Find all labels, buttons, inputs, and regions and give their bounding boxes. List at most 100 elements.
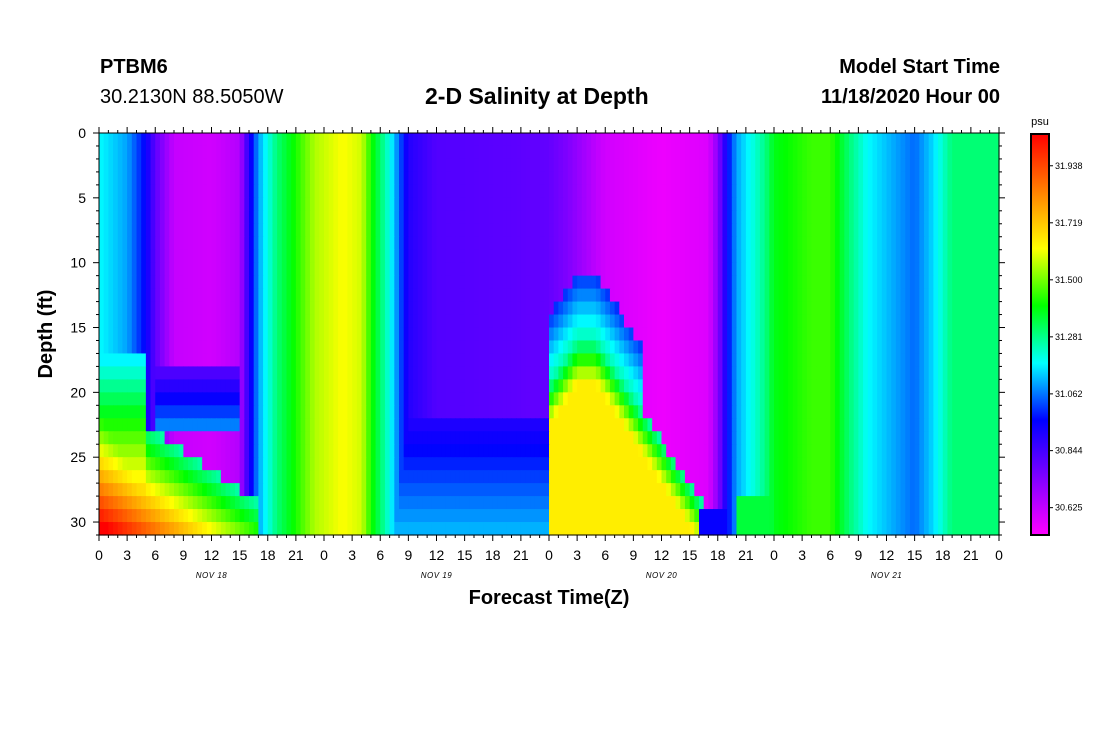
heatmap-cell — [933, 275, 939, 290]
heatmap-cell — [417, 158, 424, 173]
heatmap-cell — [586, 171, 592, 186]
heatmap-cell — [122, 145, 128, 160]
heatmap-cell — [624, 288, 630, 303]
heatmap-cell — [769, 262, 775, 277]
heatmap-cell — [408, 457, 414, 471]
heatmap-cell — [328, 392, 334, 406]
heatmap-cell — [497, 236, 503, 251]
heatmap-cell — [553, 418, 559, 432]
heatmap-cell — [136, 145, 142, 160]
heatmap-cell — [216, 184, 222, 199]
heatmap-cell — [492, 210, 499, 225]
heatmap-cell — [970, 223, 977, 238]
heatmap-cell — [942, 418, 949, 432]
heatmap-cell — [188, 262, 194, 277]
heatmap-cell — [891, 340, 897, 355]
heatmap-cell — [544, 288, 550, 303]
heatmap-cell — [497, 366, 503, 380]
heatmap-cell — [488, 249, 494, 264]
heatmap-cell — [399, 327, 405, 342]
heatmap-cell — [324, 249, 330, 264]
heatmap-cell — [825, 184, 831, 199]
heatmap-cell — [806, 145, 813, 160]
heatmap-cell — [211, 314, 217, 329]
heatmap-cell — [314, 223, 320, 238]
heatmap-cell — [338, 301, 344, 316]
heatmap-cell — [103, 184, 109, 199]
heatmap-cell — [553, 327, 559, 342]
heatmap-cell — [567, 392, 574, 406]
heatmap-cell — [694, 314, 700, 329]
heatmap-cell — [788, 262, 794, 277]
heatmap-cell — [277, 145, 283, 160]
heatmap-cell — [394, 236, 400, 251]
heatmap-cell — [99, 145, 105, 160]
heatmap-cell — [806, 327, 813, 342]
heatmap-cell — [197, 145, 203, 160]
heatmap-cell — [647, 314, 653, 329]
heatmap-cell — [202, 327, 208, 342]
heatmap-cell — [595, 444, 602, 458]
heatmap-cell — [511, 262, 517, 277]
heatmap-cell — [844, 444, 850, 458]
heatmap-cell — [942, 249, 949, 264]
heatmap-cell — [811, 171, 817, 186]
heatmap-cell — [624, 210, 630, 225]
heatmap-cell — [816, 418, 822, 432]
heatmap-cell — [281, 340, 288, 355]
heatmap-cell — [459, 314, 466, 329]
heatmap-cell — [600, 262, 606, 277]
heatmap-cell — [113, 223, 119, 238]
heatmap-cell — [291, 262, 297, 277]
heatmap-cell — [305, 171, 311, 186]
heatmap-cell — [839, 301, 845, 316]
heatmap-cell — [506, 327, 513, 342]
heatmap-cell — [403, 340, 409, 355]
heatmap-cell — [324, 405, 330, 419]
heatmap-cell — [164, 288, 170, 303]
heatmap-cell — [652, 379, 658, 393]
heatmap-cell — [305, 158, 311, 173]
heatmap-cell — [286, 223, 292, 238]
heatmap-cell — [342, 366, 349, 380]
heatmap-cell — [914, 249, 920, 264]
heatmap-cell — [652, 158, 658, 173]
heatmap-cell — [595, 236, 602, 251]
heatmap-cell — [966, 353, 972, 368]
heatmap-cell — [778, 392, 784, 406]
heatmap-cell — [183, 379, 189, 393]
heatmap-cell — [483, 145, 489, 160]
heatmap-cell — [881, 314, 888, 329]
heatmap-cell — [220, 288, 227, 303]
heatmap-cell — [942, 223, 949, 238]
heatmap-cell — [558, 431, 564, 445]
heatmap-cell — [305, 236, 311, 251]
heatmap-cell — [909, 236, 916, 251]
heatmap-cell — [291, 340, 297, 355]
heatmap-cell — [431, 133, 438, 147]
heatmap-cell — [858, 314, 864, 329]
heatmap-cell — [469, 262, 475, 277]
heatmap-cell — [277, 262, 283, 277]
heatmap-cell — [474, 340, 480, 355]
heatmap-cell — [155, 392, 161, 406]
heatmap-cell — [206, 262, 213, 277]
heatmap-cell — [534, 457, 541, 471]
heatmap-cell — [811, 158, 817, 173]
heatmap-cell — [478, 353, 484, 368]
heatmap-cell — [117, 340, 124, 355]
heatmap-cell — [816, 301, 822, 316]
heatmap-cell — [492, 158, 499, 173]
heatmap-cell — [928, 314, 934, 329]
heatmap-cell — [511, 353, 517, 368]
heatmap-cell — [370, 418, 377, 432]
heatmap-cell — [689, 197, 695, 212]
heatmap-cell — [342, 392, 349, 406]
heatmap-cell — [530, 431, 536, 445]
heatmap-cell — [380, 340, 386, 355]
heatmap-cell — [788, 158, 794, 173]
heatmap-cell — [234, 288, 241, 303]
heatmap-cell — [225, 418, 231, 432]
heatmap-cell — [309, 133, 316, 147]
heatmap-cell — [277, 223, 283, 238]
